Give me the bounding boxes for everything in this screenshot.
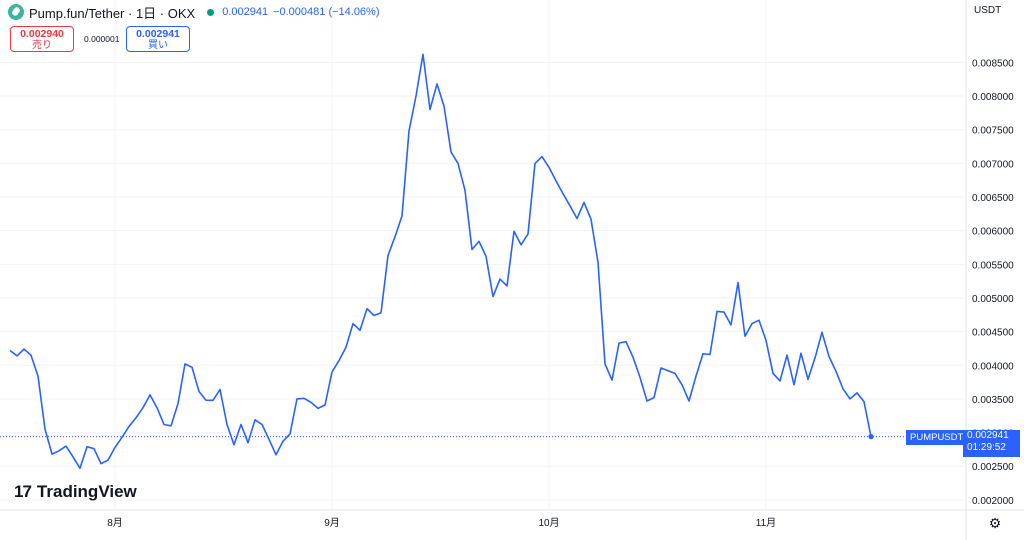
gear-icon[interactable]: ⚙ bbox=[988, 515, 1002, 531]
y-tick-label: 0.007500 bbox=[972, 126, 1014, 137]
spread-value: 0.000001 bbox=[84, 34, 120, 44]
y-tick-label: 0.005500 bbox=[972, 260, 1014, 271]
y-tick-label: 0.006500 bbox=[972, 193, 1014, 204]
last-price: 0.002941 bbox=[967, 429, 1009, 441]
y-tick-label: 0.008500 bbox=[972, 58, 1014, 69]
y-tick-label: 0.003500 bbox=[972, 395, 1014, 406]
sell-price: 0.002940 bbox=[20, 28, 64, 40]
countdown: 01:29:52 bbox=[967, 441, 1006, 453]
market-status-icon bbox=[207, 8, 215, 16]
header-change: −0.000481 (−14.06%) bbox=[273, 6, 380, 18]
x-tick-label: 11月 bbox=[756, 517, 776, 529]
x-tick-label: 8月 bbox=[107, 517, 123, 529]
buy-price: 0.002941 bbox=[136, 28, 180, 40]
symbol-title[interactable]: Pump.fun/Tether · 1日 · OKX bbox=[29, 5, 196, 21]
pump-logo-icon bbox=[8, 4, 24, 20]
ticker-label: PUMPUSDT bbox=[906, 429, 968, 445]
sell-label: 売り bbox=[32, 40, 52, 51]
y-tick-label: 0.004500 bbox=[972, 328, 1014, 339]
x-tick-label: 10月 bbox=[538, 517, 559, 529]
y-tick-label: 0.002000 bbox=[972, 496, 1014, 507]
y-tick-label: 0.005000 bbox=[972, 294, 1014, 305]
buy-button[interactable]: 0.002941 買い bbox=[126, 26, 190, 52]
y-tick-label: 0.004000 bbox=[972, 361, 1014, 372]
series-line[interactable] bbox=[9, 53, 872, 470]
y-tick-label: 0.006000 bbox=[972, 227, 1014, 238]
last-point-marker bbox=[868, 434, 874, 440]
last-price-box: 0.002941 01:29:52 bbox=[963, 429, 1020, 457]
buy-label: 買い bbox=[148, 40, 168, 51]
x-axis[interactable]: 8月 9月 10月 11月 bbox=[107, 517, 776, 529]
tradingview-logo[interactable]: 17 TradingView bbox=[14, 482, 137, 502]
series-line-group bbox=[0, 53, 966, 470]
y-axis[interactable]: 0.0020000.0025000.0030000.0035000.004000… bbox=[972, 58, 1014, 507]
y-tick-label: 0.007000 bbox=[972, 159, 1014, 170]
header-price: 0.002941 bbox=[222, 6, 269, 18]
y-tick-label: 0.002500 bbox=[972, 462, 1014, 473]
y-tick-label: 0.008000 bbox=[972, 92, 1014, 103]
brand-text: TradingView bbox=[36, 482, 137, 501]
currency-label[interactable]: USDT bbox=[974, 5, 1002, 16]
sell-button[interactable]: 0.002940 売り bbox=[10, 26, 74, 52]
symbol-header[interactable]: Pump.fun/Tether · 1日 · OKX 0.002941 −0.0… bbox=[8, 2, 380, 22]
x-tick-label: 9月 bbox=[324, 517, 340, 529]
tradingview-mark-icon: 17 bbox=[14, 482, 32, 501]
